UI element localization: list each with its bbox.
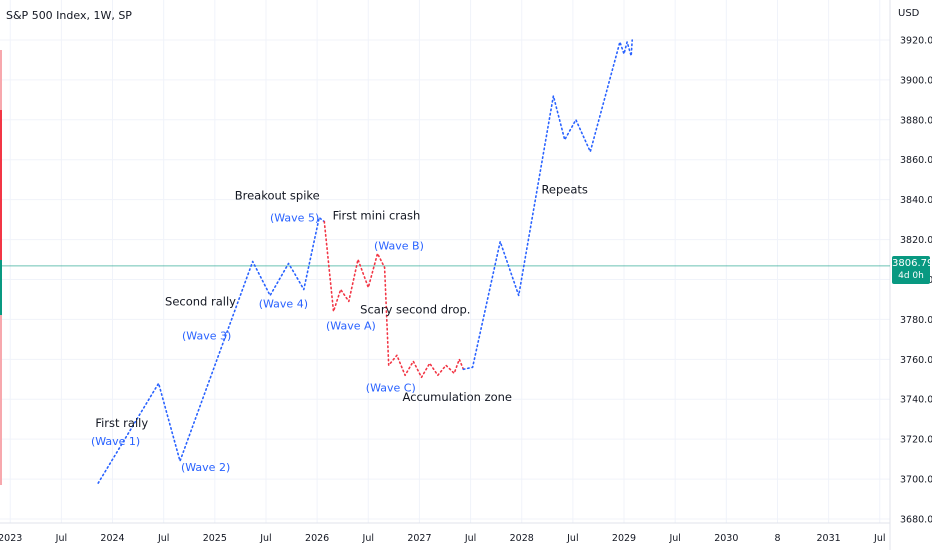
time-tick-3: Jul	[157, 533, 169, 544]
annotation-11: Scary second drop.	[360, 302, 470, 316]
price-tick-1: 3700.00	[900, 475, 932, 486]
time-tick-17: Jul	[873, 533, 885, 544]
time-tick-7: Jul	[362, 533, 374, 544]
symbol-title[interactable]: S&P 500 Index, 1W, SP	[6, 9, 132, 22]
time-tick-8: 2027	[407, 533, 431, 544]
price-tick-4: 3760.00	[900, 355, 932, 366]
price-tick-10: 3880.00	[900, 115, 932, 126]
time-tick-5: Jul	[259, 533, 271, 544]
annotation-5: Breakout spike	[235, 189, 320, 203]
currency-label[interactable]: USD	[898, 8, 919, 19]
time-tick-9: Jul	[464, 533, 476, 544]
price-tick-3: 3740.00	[900, 395, 932, 406]
strip-segment-1	[0, 50, 2, 110]
price-tick-11: 3900.00	[900, 75, 932, 86]
annotation-3: Second rally	[165, 294, 236, 308]
strip-segment-2	[0, 110, 2, 260]
wave-label-2: (Wave 2)	[181, 461, 230, 474]
time-tick-15: 8	[774, 533, 780, 544]
strip-segment-4	[0, 315, 2, 485]
wave-label-4: (Wave 3)	[182, 329, 231, 342]
left-volume-strip	[0, 50, 2, 485]
price-tick-5: 3780.00	[900, 315, 932, 326]
annotation-14: Repeats	[541, 183, 587, 197]
bar-countdown: 4d 0h	[892, 270, 930, 282]
wave-label-10: (Wave A)	[326, 319, 376, 332]
last-price-value: 3806.79	[892, 256, 930, 270]
time-tick-1: Jul	[55, 533, 67, 544]
price-tick-9: 3860.00	[900, 155, 932, 166]
time-tick-16: 2031	[817, 533, 841, 544]
time-tick-2: 2024	[100, 533, 124, 544]
time-tick-14: 2030	[714, 533, 738, 544]
wave-label-6: (Wave 5)	[270, 212, 319, 225]
price-tick-12: 3920.00	[900, 35, 932, 46]
time-tick-11: Jul	[566, 533, 578, 544]
wave-label-9: (Wave B)	[374, 240, 424, 253]
annotation-13: Accumulation zone	[403, 390, 512, 404]
annotation-0: First rally	[95, 416, 148, 430]
strip-segment-3	[0, 260, 2, 315]
time-tick-12: 2029	[612, 533, 636, 544]
wave-label-1: (Wave 1)	[91, 435, 140, 448]
price-tick-7: 3820.00	[900, 235, 932, 246]
time-tick-13: Jul	[668, 533, 680, 544]
last-price-tag: 3806.79 4d 0h	[892, 256, 930, 284]
time-tick-6: 2026	[305, 533, 329, 544]
time-tick-4: 2025	[203, 533, 227, 544]
price-tick-8: 3840.00	[900, 195, 932, 206]
time-tick-10: 2028	[510, 533, 534, 544]
annotation-8: First mini crash	[333, 209, 421, 223]
wave-label-7: (Wave 4)	[259, 297, 308, 310]
time-tick-0: 2023	[0, 533, 22, 544]
price-tick-2: 3720.00	[900, 435, 932, 446]
price-tick-0: 3680.00	[900, 515, 932, 526]
